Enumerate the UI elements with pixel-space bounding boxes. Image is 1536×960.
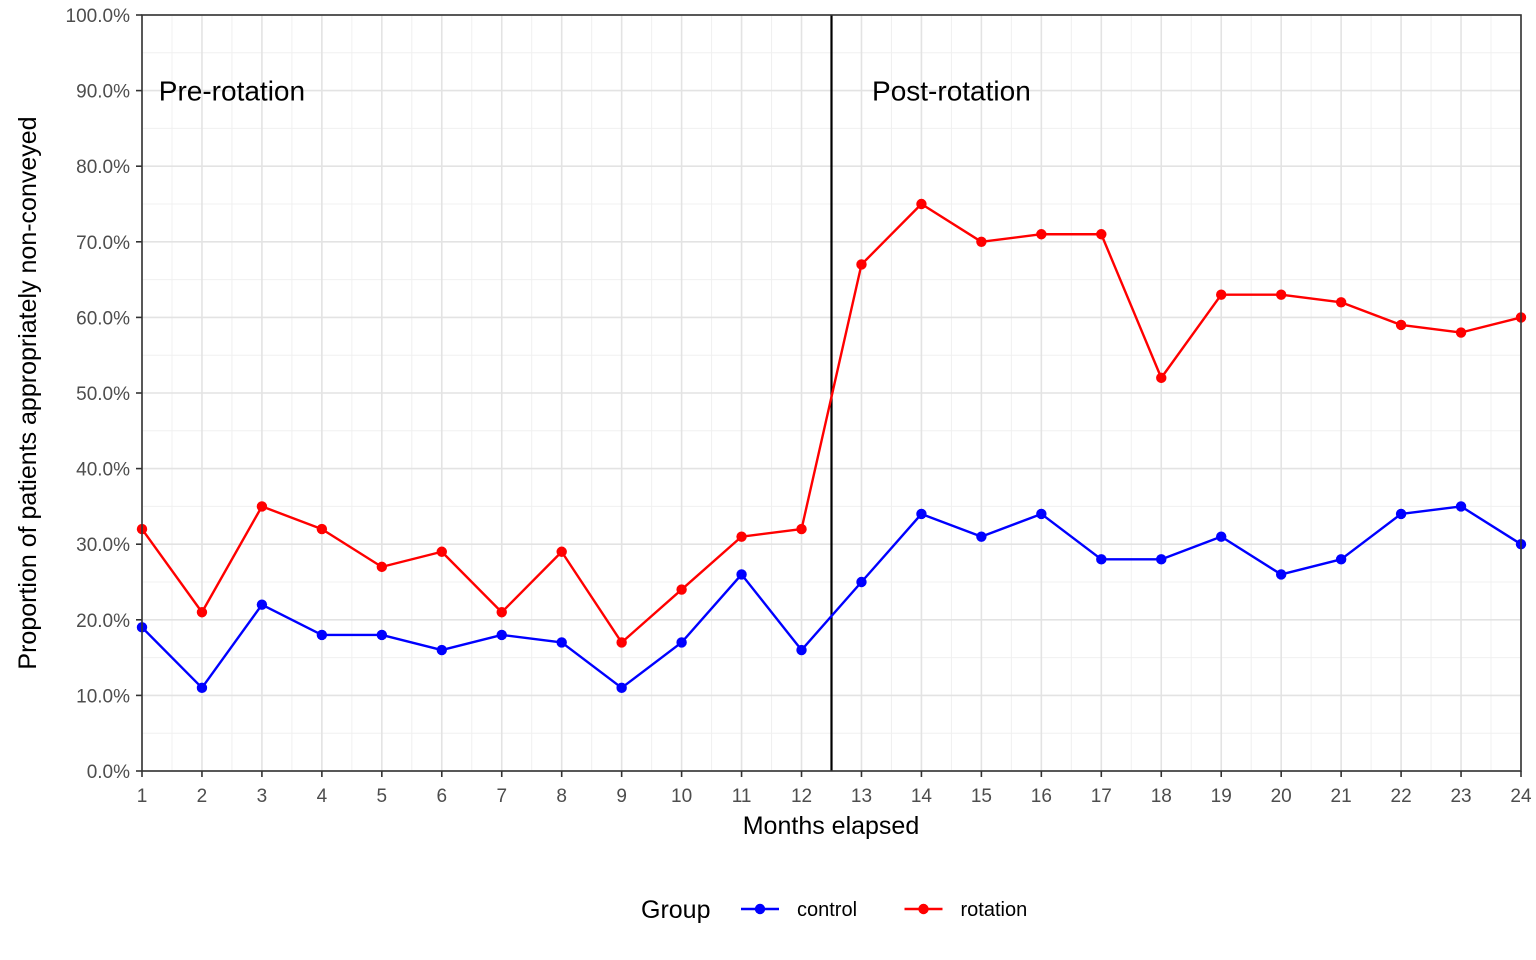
y-axis-title: Proportion of patients appropriately non…	[14, 116, 42, 669]
x-tick-label: 20	[1271, 786, 1292, 807]
data-point-control	[196, 682, 208, 694]
data-point-rotation	[1455, 327, 1467, 338]
data-point-rotation	[976, 236, 987, 247]
data-point-control	[1395, 508, 1407, 520]
x-axis-title: Months elapsed	[743, 812, 920, 840]
data-point-rotation	[1036, 229, 1047, 240]
data-point-control	[736, 569, 747, 580]
annotation-label: Pre-rotation	[159, 76, 305, 107]
data-point-control	[856, 576, 867, 588]
data-point-control	[1156, 554, 1167, 565]
legend: Group control rotation	[641, 896, 1027, 924]
data-point-control	[916, 508, 927, 520]
x-tick-label: 23	[1450, 786, 1471, 807]
x-tick-label: 19	[1211, 786, 1232, 807]
data-point-control	[616, 682, 627, 694]
x-tick-label: 17	[1091, 786, 1112, 807]
legend-label-rotation: rotation	[961, 899, 1028, 921]
legend-key-point	[754, 903, 766, 915]
data-point-control	[676, 637, 687, 648]
data-point-control	[316, 629, 328, 641]
data-point-rotation	[676, 584, 687, 595]
x-tick-label: 14	[911, 786, 933, 807]
x-tick-label: 2	[197, 786, 208, 807]
annotations: Pre-rotation Post-rotation	[159, 76, 1031, 107]
y-tick-label: 30.0%	[76, 535, 130, 556]
data-point-rotation	[1395, 319, 1407, 331]
x-tick-label: 21	[1331, 786, 1352, 807]
data-point-rotation	[796, 523, 807, 535]
x-tick-label: 10	[671, 786, 692, 807]
x-tick-label: 16	[1031, 786, 1052, 807]
y-tick-label: 0.0%	[87, 762, 130, 783]
legend-key-point	[918, 903, 929, 915]
x-tick-label: 15	[971, 786, 992, 807]
annotation-label: Post-rotation	[872, 76, 1031, 107]
legend-title: Group	[641, 896, 710, 924]
y-tick-label: 100.0%	[66, 6, 131, 27]
data-point-rotation	[436, 546, 447, 557]
x-tick-label: 13	[851, 786, 872, 807]
legend-item-rotation: rotation	[904, 899, 1028, 921]
y-tick-label: 20.0%	[76, 611, 130, 632]
data-point-control	[1216, 531, 1227, 542]
data-point-rotation	[556, 546, 567, 557]
data-point-control	[436, 644, 447, 656]
series-group	[136, 198, 1527, 694]
data-point-rotation	[616, 637, 627, 648]
x-tick-label: 3	[257, 786, 268, 807]
data-point-control	[796, 644, 807, 656]
x-tick-label: 1	[137, 786, 148, 807]
data-point-rotation	[316, 523, 328, 535]
data-point-control	[556, 637, 567, 648]
legend-item-control: control	[741, 899, 857, 921]
data-point-control	[1455, 501, 1467, 512]
data-point-control	[376, 629, 388, 641]
y-tick-label: 60.0%	[76, 308, 130, 329]
x-tick-label: 8	[556, 786, 567, 807]
data-point-control	[256, 599, 268, 610]
data-point-rotation	[1335, 297, 1347, 308]
x-tick-label: 24	[1510, 786, 1532, 807]
data-point-control	[976, 531, 987, 542]
data-point-rotation	[736, 531, 747, 542]
data-point-rotation	[256, 501, 268, 512]
y-tick-label: 10.0%	[76, 686, 130, 707]
data-point-rotation	[496, 607, 507, 618]
y-tick-label: 50.0%	[76, 384, 130, 405]
data-point-rotation	[1216, 289, 1227, 300]
data-point-rotation	[916, 198, 927, 210]
data-point-rotation	[1275, 289, 1287, 300]
x-tick-label: 7	[496, 786, 507, 807]
y-tick-label: 40.0%	[76, 460, 130, 481]
data-point-rotation	[1096, 229, 1107, 240]
series-rotation	[136, 198, 1527, 648]
legend-label-control: control	[797, 899, 857, 921]
x-tick-label: 4	[317, 786, 328, 807]
series-line-rotation	[141, 202, 1522, 644]
x-tick-label: 18	[1151, 786, 1172, 807]
series-line-control	[141, 505, 1522, 690]
x-tick-label: 11	[732, 786, 752, 807]
x-tick-label: 12	[791, 786, 812, 807]
x-tick-label: 5	[377, 786, 388, 807]
y-tick-label: 90.0%	[76, 82, 130, 103]
data-point-rotation	[1156, 372, 1167, 384]
data-point-rotation	[376, 561, 388, 573]
data-point-control	[496, 629, 507, 641]
x-tick-label: 22	[1391, 786, 1412, 807]
data-point-control	[1036, 508, 1047, 520]
x-tick-label: 9	[616, 786, 627, 807]
data-point-rotation	[196, 607, 208, 618]
data-point-control	[1096, 554, 1107, 565]
data-point-control	[1335, 554, 1347, 565]
y-tick-label: 70.0%	[76, 233, 130, 254]
legend-items: control rotation	[741, 899, 1027, 921]
y-tick-label: 80.0%	[76, 157, 130, 178]
data-point-control	[1275, 569, 1287, 580]
x-tick-label: 6	[436, 786, 447, 807]
axes: 0.0% 10.0% 20.0% 30.0% 40.0% 50.0% 60.0% 70.0% 8…	[66, 6, 1532, 807]
data-point-rotation	[856, 259, 867, 270]
